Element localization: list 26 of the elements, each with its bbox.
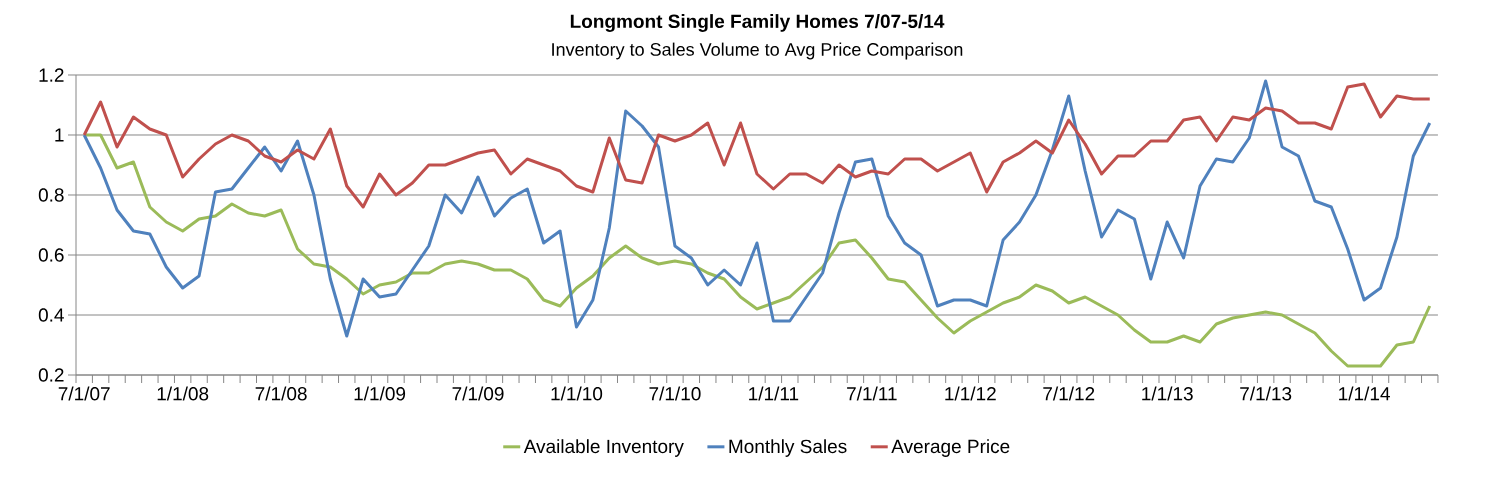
y-tick-label: 0.2: [38, 368, 64, 382]
x-tick-label: 1/1/08: [157, 386, 209, 401]
x-tick-label: 1/1/14: [1339, 386, 1390, 401]
y-tick-label: 0.4: [38, 308, 64, 322]
x-tick-label: 7/1/08: [255, 386, 307, 401]
y-tick-label: 1: [55, 128, 64, 142]
chart-subtitle: Inventory to Sales Volume to Avg Price Comparison: [552, 42, 963, 60]
x-tick-label: 7/1/13: [1240, 386, 1292, 401]
line-series: [82, 79, 1432, 338]
chart-title: Longmont Single Family Homes 7/07-5/14: [570, 14, 945, 32]
x-tick-label: 7/1/09: [452, 386, 504, 401]
y-tick-label: 1.2: [39, 68, 64, 82]
legend-label: Monthly Sales: [729, 439, 847, 457]
legend-label: Available Inventory: [523, 439, 684, 457]
x-tick-label: 7/1/12: [1043, 386, 1095, 401]
x-tick-label: 1/1/10: [551, 386, 603, 401]
x-tick-label: 1/1/11: [749, 386, 799, 401]
legend-label: Average Price: [891, 439, 1010, 457]
x-tick-label: 7/1/07: [58, 386, 110, 401]
y-tick-label: 0.6: [38, 248, 64, 262]
x-tick-label: 1/1/12: [945, 386, 996, 401]
x-tick-label: 7/1/11: [847, 386, 897, 401]
x-tick-label: 7/1/10: [649, 386, 701, 401]
x-tick-label: 1/1/13: [1142, 386, 1193, 401]
x-tick-label: 1/1/09: [354, 386, 406, 401]
y-tick-label: 0.8: [38, 188, 64, 202]
